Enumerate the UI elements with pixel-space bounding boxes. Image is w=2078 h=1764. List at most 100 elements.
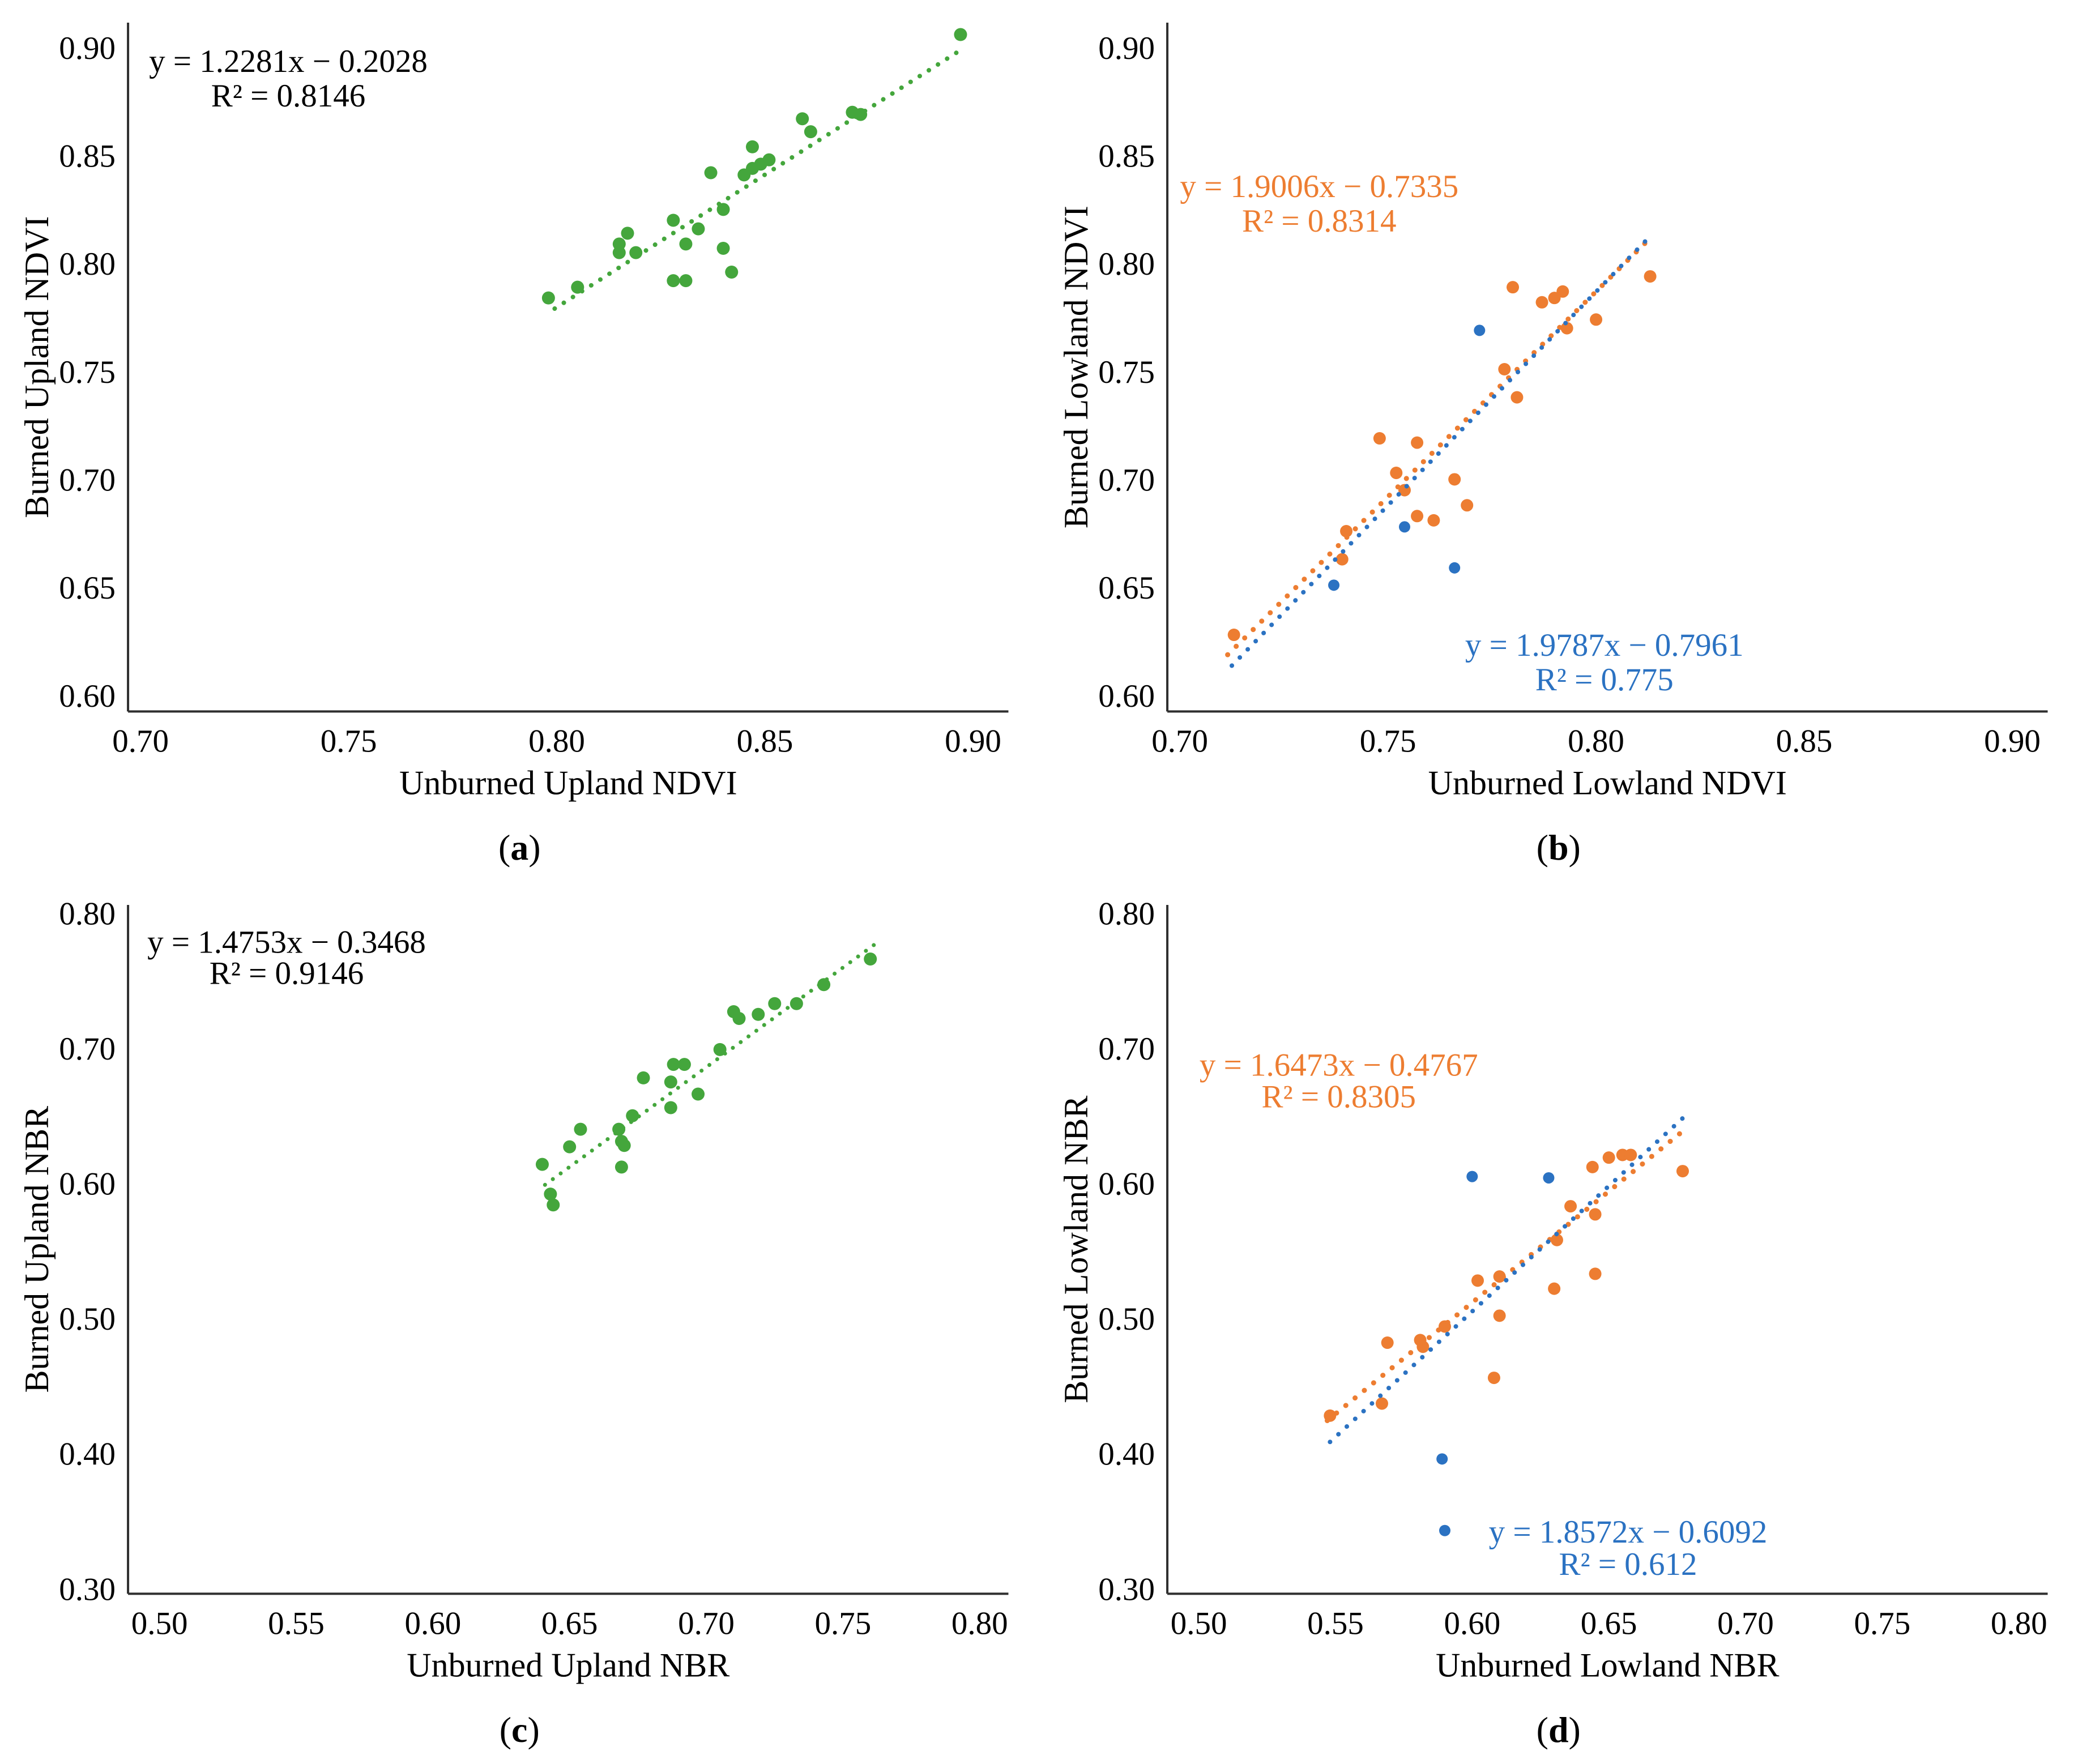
y-tick-label: 0.70 [1098,462,1155,498]
equation-line2: R² = 0.612 [1559,1547,1697,1582]
scatter-series [1323,1148,1689,1422]
data-point [1589,1267,1602,1280]
data-point [762,153,776,166]
y-tick-label: 0.65 [59,570,116,606]
x-tick-label: 0.65 [541,1605,598,1641]
x-tick-label: 0.55 [268,1605,325,1641]
x-tick-label: 0.80 [1568,723,1624,759]
data-point [716,203,730,216]
x-tick-label: 0.50 [1170,1605,1227,1641]
y-tick-label: 0.60 [59,678,116,714]
y-axis-title: Burned Lowland NBR [1057,1095,1095,1403]
data-point [1436,1453,1448,1464]
data-point [1560,322,1573,335]
data-point [615,1160,628,1173]
y-tick-label: 0.70 [59,1031,116,1066]
x-tick-label: 0.65 [1580,1605,1637,1641]
y-tick-label: 0.80 [1098,246,1155,282]
data-point [1448,473,1461,486]
data-point [804,125,817,139]
equation-line2: R² = 0.8305 [1261,1079,1416,1114]
data-point [1375,1396,1388,1410]
data-point [637,1071,650,1084]
y-tick-label: 0.80 [59,896,116,932]
caption-letter: a [510,827,529,868]
y-tick-label: 0.85 [1098,139,1155,174]
data-point [1487,1371,1500,1384]
data-point [1381,1336,1394,1349]
x-tick-label: 0.90 [1984,723,2041,759]
data-point [864,952,877,966]
x-axis-title: Unburned Lowland NDVI [1428,764,1786,801]
data-point [621,227,634,240]
data-point [1410,510,1423,523]
data-point [617,1138,631,1152]
data-point [1328,579,1339,591]
data-point [1460,499,1473,512]
data-point [574,1122,587,1136]
y-tick-label: 0.75 [59,354,116,390]
data-point [1427,514,1440,527]
equation-line1: y = 1.8572x − 0.6092 [1488,1514,1767,1549]
data-point [1389,467,1402,480]
tick-labels: 0.60 0.65 0.70 0.75 0.80 0.85 0.90 0.70 0.75 0.80… [59,31,1001,759]
caption-paren-close: ) [528,827,541,868]
data-point [1602,1151,1615,1164]
panel-c-chart: 0.30 0.40 0.50 0.60 0.70 0.80 0.50 0.55 0.60 0.65… [18,896,1009,1684]
tick-labels: 0.60 0.65 0.70 0.75 0.80 0.85 0.90 0.70 0.75 0.80… [1098,31,2041,759]
y-tick-label: 0.90 [1098,31,1155,66]
data-point [1466,1171,1478,1182]
x-axis-title: Unburned Upland NBR [407,1646,729,1684]
x-tick-label: 0.80 [1990,1605,2047,1641]
data-point [1227,629,1240,642]
data-point [679,237,693,251]
equation-line2: R² = 0.8314 [1242,203,1397,239]
data-point [713,1043,727,1056]
scatter-series [535,952,877,1211]
data-point [732,1011,746,1025]
x-tick-label: 0.50 [131,1605,188,1641]
panel-a: 0.60 0.65 0.70 0.75 0.80 0.85 0.90 0.70 0.75 0.80… [0,0,1039,882]
y-axis-title: Burned Upland NBR [18,1105,56,1393]
data-point [664,1075,677,1088]
data-point [1535,296,1548,309]
panel-b-caption: (b) [1039,827,2078,878]
trendline [1224,237,1650,657]
panel-d: 0.30 0.40 0.50 0.60 0.70 0.80 0.50 0.55 0.60 0.65… [1039,882,2078,1764]
scatter-series [1436,1171,1554,1536]
data-point [768,997,782,1010]
y-tick-label: 0.40 [1098,1436,1155,1472]
trendline [543,940,880,1187]
x-tick-label: 0.75 [1854,1605,1910,1641]
equation-line1: y = 1.9787x − 0.7961 [1465,627,1743,663]
x-tick-label: 0.75 [321,723,377,759]
panel-c-caption: (c) [0,1709,1039,1760]
x-tick-label: 0.70 [1151,723,1208,759]
y-tick-label: 0.70 [1098,1031,1155,1066]
x-tick-label: 0.85 [1776,723,1832,759]
y-tick-label: 0.40 [59,1436,116,1472]
data-point [1439,1524,1450,1536]
data-point [1586,1160,1599,1173]
data-point [1373,432,1386,445]
data-point [1506,281,1519,294]
data-point [1339,524,1352,537]
panel-d-chart: 0.30 0.40 0.50 0.60 0.70 0.80 0.50 0.55 0.60 0.65… [1057,896,2047,1684]
trendline [552,45,967,311]
data-point [1550,1233,1563,1246]
data-point [563,1140,577,1154]
data-point [1589,1207,1602,1220]
panel-c: 0.30 0.40 0.50 0.60 0.70 0.80 0.50 0.55 0.60 0.65… [0,882,1039,1764]
data-point [544,1187,557,1201]
data-point [817,977,831,991]
data-point [1564,1199,1577,1212]
panel-a-caption: (a) [0,827,1039,878]
data-point [1676,1164,1689,1177]
data-point [1547,1282,1560,1295]
data-point [1448,562,1460,574]
x-axis-title: Unburned Lowland NBR [1435,1646,1779,1684]
y-tick-label: 0.80 [59,246,116,282]
caption-paren-open: ( [1536,827,1548,868]
